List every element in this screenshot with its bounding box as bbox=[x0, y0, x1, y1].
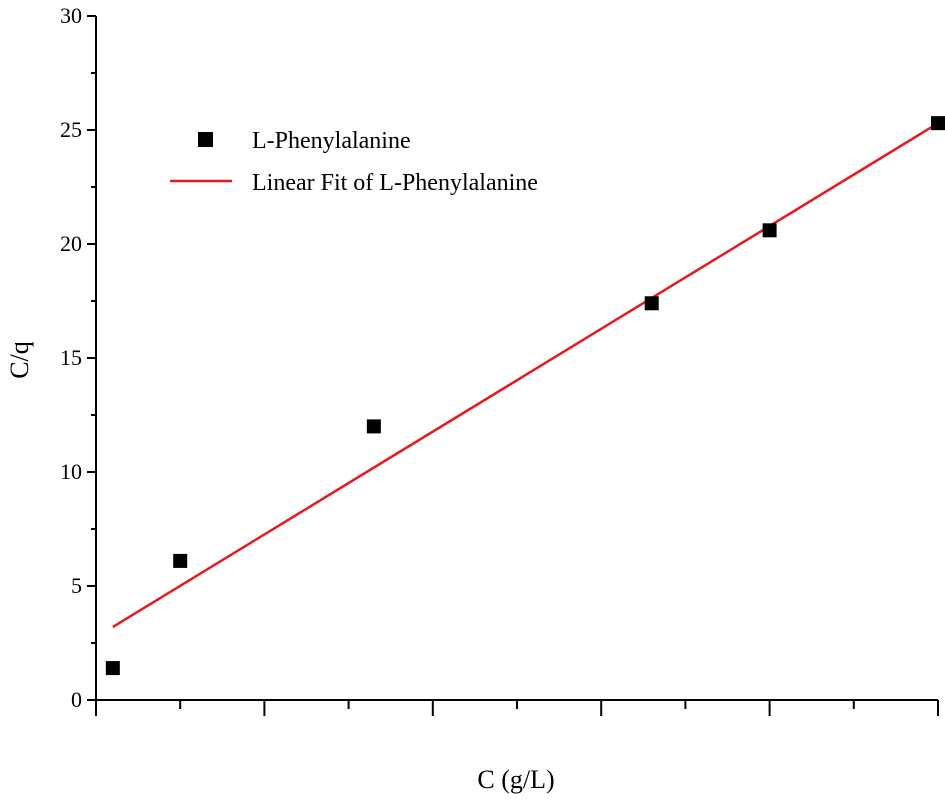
linear-fit-line bbox=[112, 122, 939, 629]
axes: 0 5 10 15 20 25 30 bbox=[60, 3, 939, 716]
points-layer bbox=[105, 116, 945, 676]
y-tick-label: 15 bbox=[60, 345, 82, 370]
legend-label-points: L-Phenylalanine bbox=[252, 128, 411, 154]
data-point bbox=[931, 116, 945, 131]
fit-line-layer bbox=[112, 122, 939, 629]
legend: L-Phenylalanine Linear Fit of L-Phenylal… bbox=[170, 128, 538, 196]
y-tick-label: 20 bbox=[60, 231, 82, 256]
data-point bbox=[762, 223, 777, 238]
y-tick-label: 10 bbox=[60, 459, 82, 484]
y-tick-label: 0 bbox=[71, 687, 82, 712]
data-point bbox=[644, 296, 659, 311]
x-axis-title: C (g/L) bbox=[477, 765, 554, 794]
y-tick-label: 5 bbox=[71, 573, 82, 598]
legend-label-fit: Linear Fit of L-Phenylalanine bbox=[252, 170, 538, 196]
legend-marker-square bbox=[198, 132, 213, 147]
y-tick-label: 30 bbox=[60, 3, 82, 28]
y-tick-label: 25 bbox=[60, 117, 82, 142]
data-point bbox=[366, 419, 381, 434]
data-point bbox=[105, 661, 120, 676]
data-point bbox=[173, 553, 188, 568]
y-axis-title: C/q bbox=[5, 341, 34, 379]
